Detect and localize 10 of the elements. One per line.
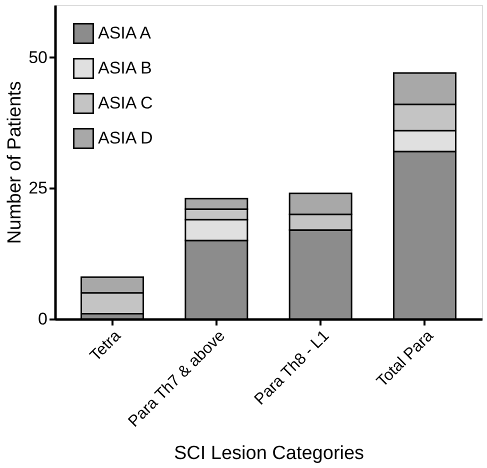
legend-label: ASIA B [98, 58, 152, 78]
y-tick-label: 25 [28, 178, 48, 198]
legend-label: ASIA C [98, 94, 153, 112]
legend-label: ASIA D [98, 128, 153, 148]
y-axis-title: Number of Patients [4, 81, 26, 244]
y-tick-label: 50 [28, 48, 48, 67]
y-tick-label: 0 [38, 310, 48, 328]
x-tick-label: Tetra [87, 327, 124, 365]
legend-label: ASIA A [98, 24, 152, 42]
x-axis-title: SCI Lesion Categories [174, 443, 364, 464]
